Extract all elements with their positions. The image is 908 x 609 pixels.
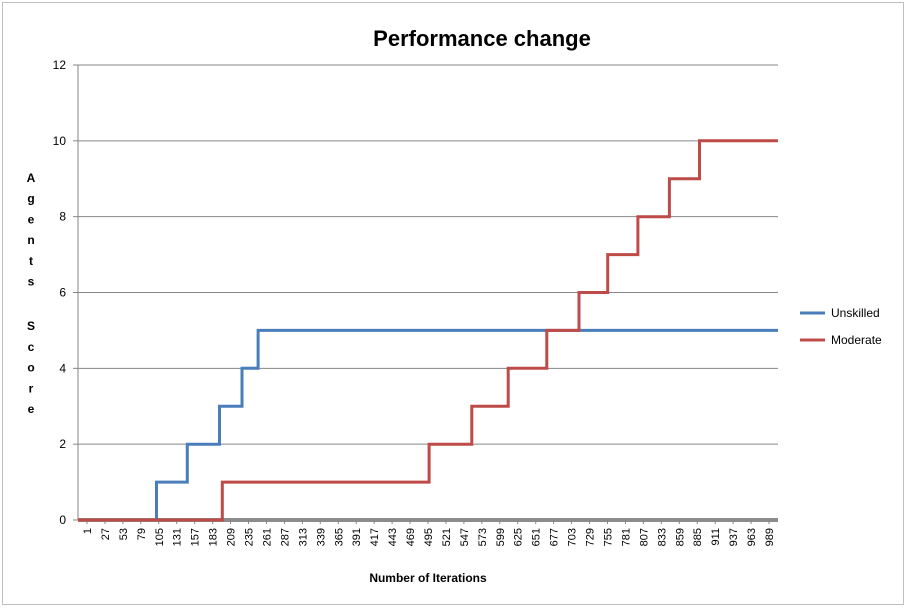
x-tick-label: 209 bbox=[226, 528, 238, 546]
x-tick-label: 365 bbox=[333, 528, 345, 546]
series-line-unskilled bbox=[78, 328, 778, 522]
x-tick-label: 911 bbox=[710, 528, 722, 546]
y-axis-label-letter: n bbox=[27, 233, 34, 247]
y-axis-ticks: 0 2 4 6 8 10 12 bbox=[53, 58, 78, 527]
y-axis-label-letter: e bbox=[28, 212, 35, 226]
y-axis-label-letter: S bbox=[27, 319, 35, 333]
x-tick-label: 183 bbox=[208, 528, 220, 546]
x-tick-label: 547 bbox=[459, 528, 471, 546]
x-tick-label: 469 bbox=[405, 528, 417, 546]
y-tick-label: 6 bbox=[59, 286, 66, 300]
x-tick-label: 937 bbox=[728, 528, 740, 546]
x-tick-label: 443 bbox=[387, 528, 399, 546]
x-tick-label: 703 bbox=[567, 528, 579, 546]
x-tick-label: 339 bbox=[315, 528, 327, 546]
y-axis-label-letter: A bbox=[27, 171, 36, 185]
legend-label-unskilled: Unskilled bbox=[831, 306, 880, 320]
x-tick-label: 885 bbox=[692, 528, 704, 546]
y-tick-label: 10 bbox=[53, 134, 67, 148]
x-tick-label: 1 bbox=[82, 528, 94, 534]
legend: Unskilled Moderate bbox=[800, 306, 882, 347]
x-axis-label: Number of Iterations bbox=[369, 571, 487, 585]
x-tick-label: 79 bbox=[136, 528, 148, 540]
x-tick-label: 989 bbox=[764, 528, 776, 546]
x-tick-label: 235 bbox=[244, 528, 256, 546]
x-tick-label: 807 bbox=[638, 528, 650, 546]
y-axis-label-letter: c bbox=[28, 340, 35, 354]
x-tick-label: 495 bbox=[423, 528, 435, 546]
x-axis-ticks: 1 27 53 79 105 131 157 183 209 235 261 287 313 339 365… bbox=[82, 520, 776, 546]
legend-label-moderate: Moderate bbox=[831, 333, 882, 347]
y-axis-label-letter: s bbox=[28, 275, 35, 289]
y-tick-label: 12 bbox=[53, 58, 67, 72]
y-tick-label: 0 bbox=[59, 513, 66, 527]
y-tick-label: 4 bbox=[59, 361, 66, 375]
x-tick-label: 313 bbox=[297, 528, 309, 546]
y-axis-label-letter: o bbox=[27, 361, 34, 375]
x-tick-label: 261 bbox=[261, 528, 273, 546]
y-axis-label-letter: r bbox=[29, 381, 34, 395]
x-tick-label: 287 bbox=[279, 528, 291, 546]
x-tick-label: 729 bbox=[585, 528, 597, 546]
x-tick-label: 521 bbox=[441, 528, 453, 546]
x-tick-label: 573 bbox=[477, 528, 489, 546]
y-axis-label-letter: g bbox=[27, 192, 34, 206]
x-tick-label: 417 bbox=[369, 528, 381, 546]
x-tick-label: 755 bbox=[602, 528, 614, 546]
x-tick-label: 625 bbox=[513, 528, 525, 546]
series-line-moderate bbox=[78, 139, 778, 522]
x-tick-label: 781 bbox=[620, 528, 632, 546]
x-tick-label: 833 bbox=[656, 528, 668, 546]
x-tick-label: 391 bbox=[351, 528, 363, 546]
y-axis-label-letter: e bbox=[28, 402, 35, 416]
x-tick-label: 859 bbox=[674, 528, 686, 546]
y-axis-label-letter: t bbox=[29, 254, 33, 268]
y-tick-label: 2 bbox=[59, 437, 66, 451]
x-tick-label: 105 bbox=[154, 528, 166, 546]
x-tick-label: 599 bbox=[495, 528, 507, 546]
x-tick-label: 677 bbox=[549, 528, 561, 546]
x-tick-label: 963 bbox=[746, 528, 758, 546]
x-tick-label: 131 bbox=[172, 528, 184, 546]
x-tick-label: 27 bbox=[100, 528, 112, 540]
chart-title: Performance change bbox=[373, 26, 591, 51]
y-tick-label: 8 bbox=[59, 210, 66, 224]
x-tick-label: 53 bbox=[118, 528, 130, 540]
series-lines bbox=[78, 139, 778, 522]
x-tick-label: 157 bbox=[190, 528, 202, 546]
x-tick-label: 651 bbox=[531, 528, 543, 546]
